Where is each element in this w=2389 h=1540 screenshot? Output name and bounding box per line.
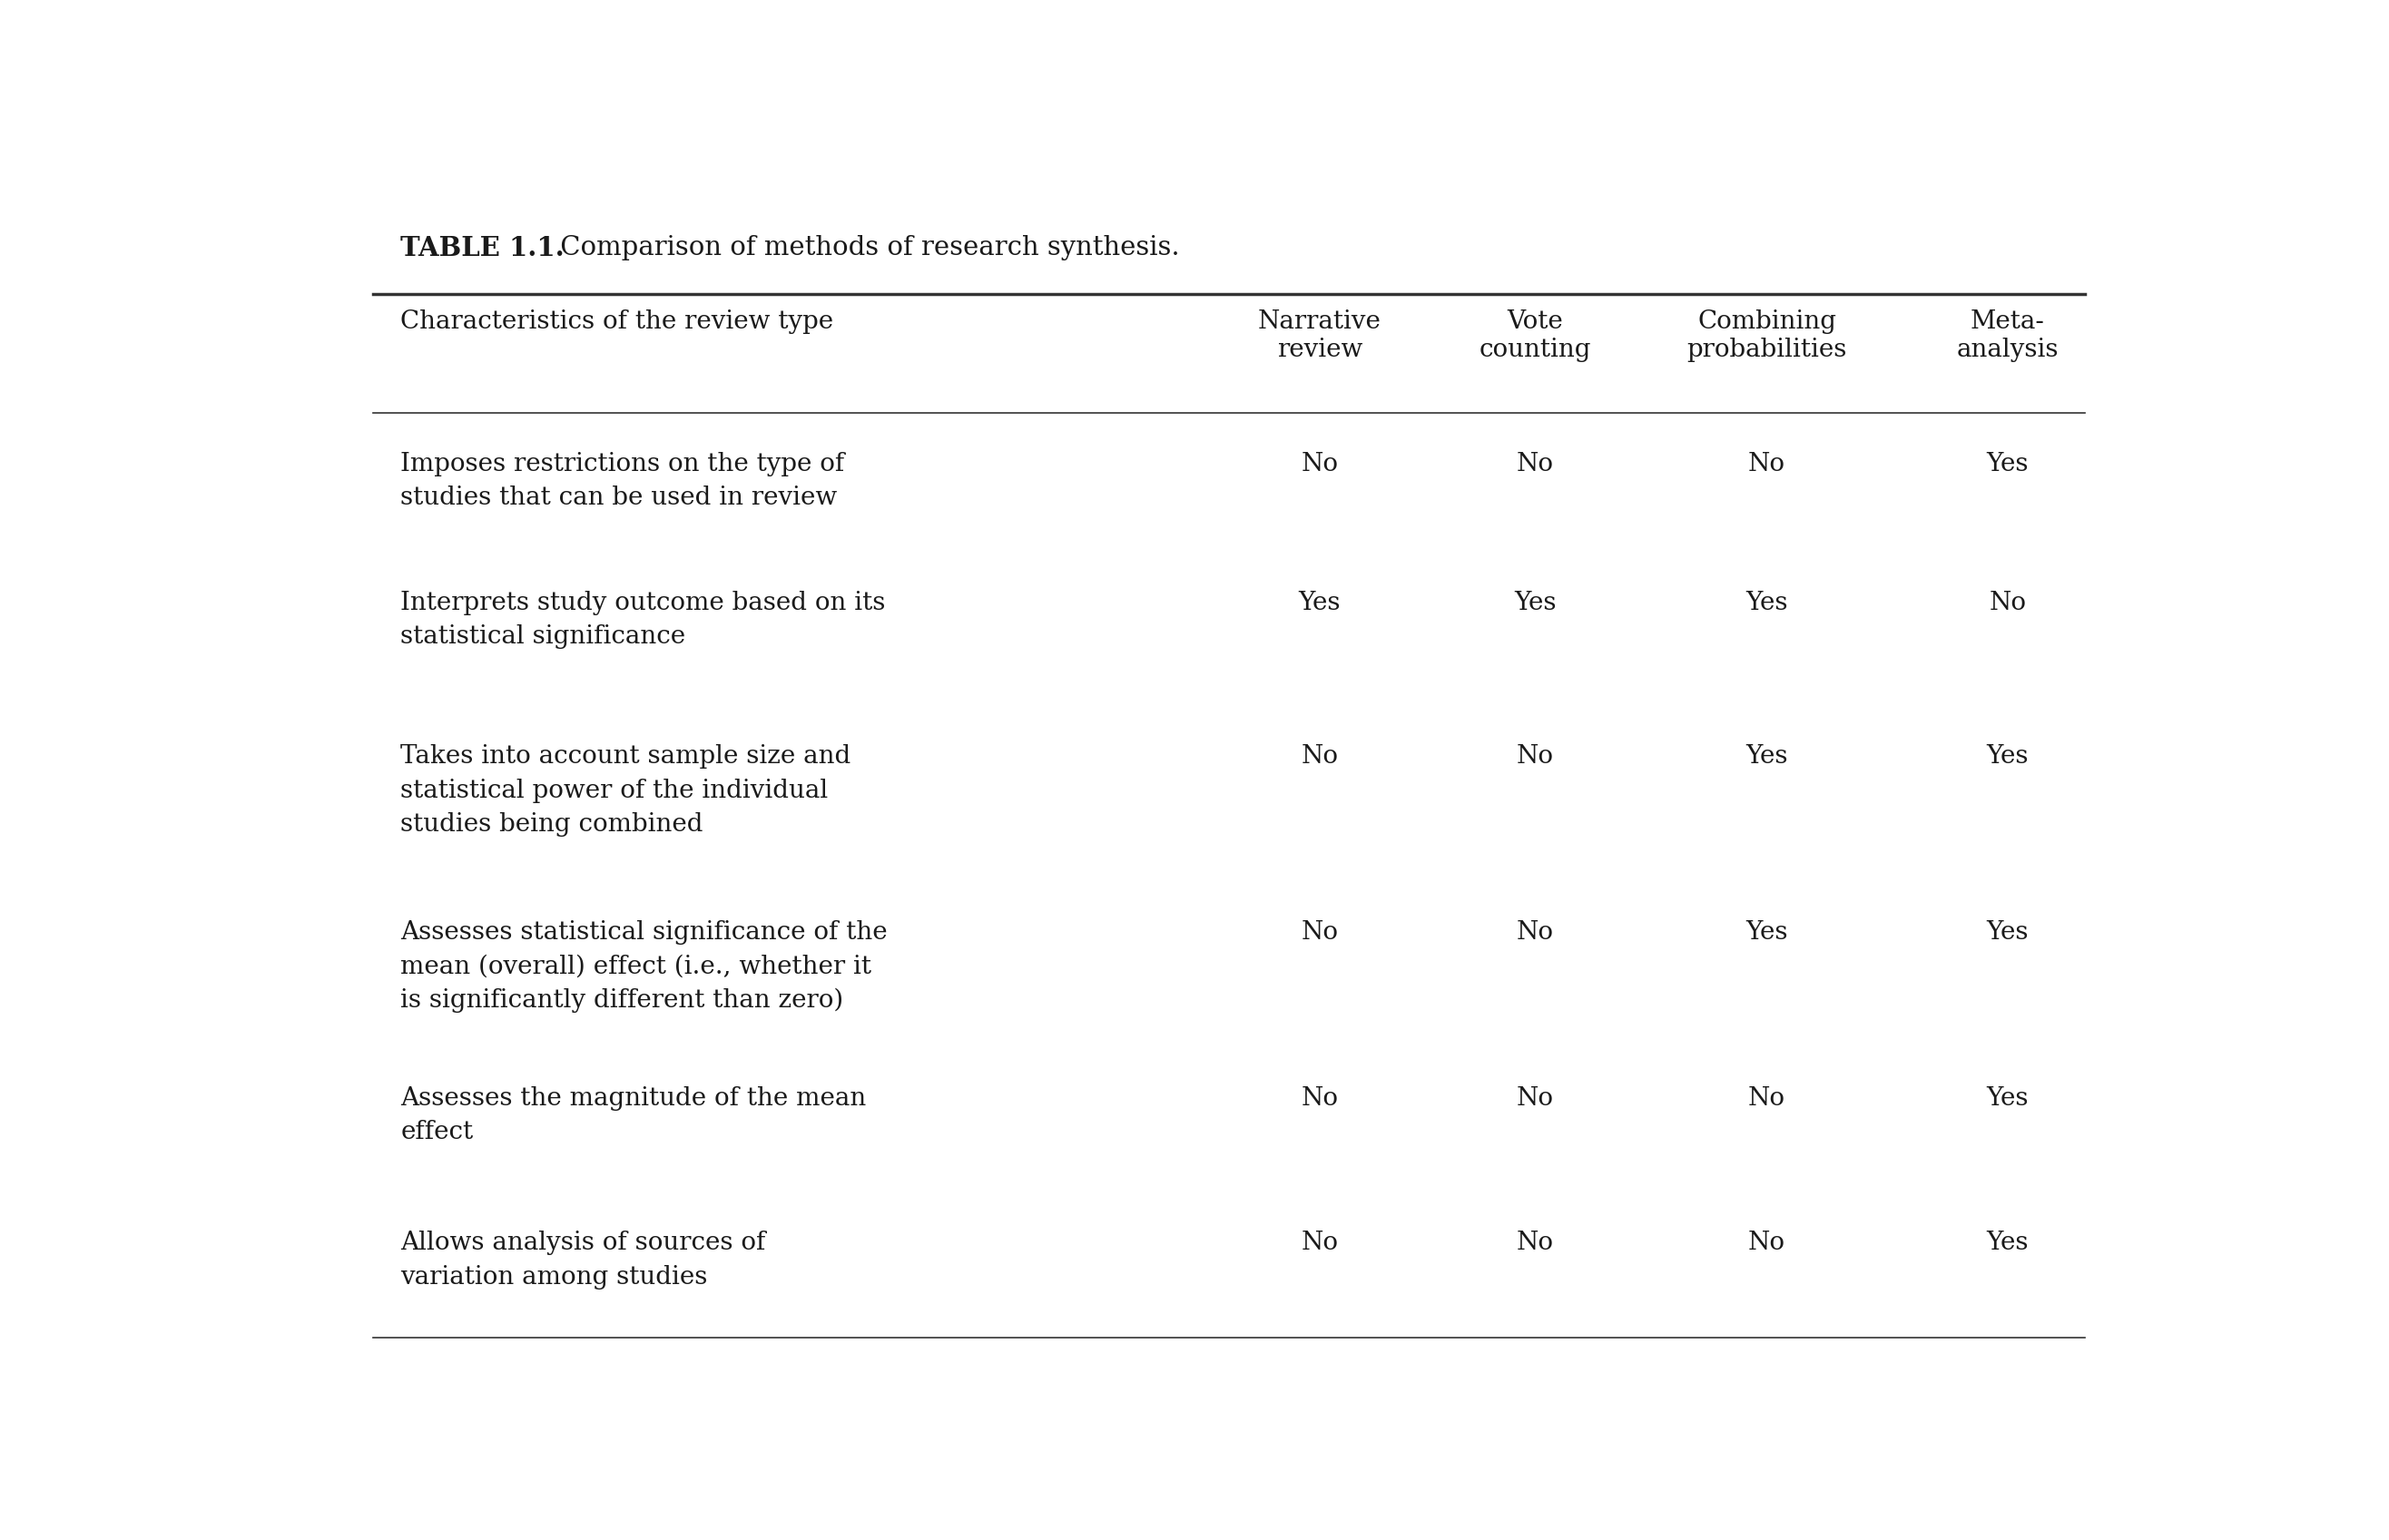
Text: Yes: Yes <box>1746 590 1787 614</box>
Text: Meta-
analysis: Meta- analysis <box>1957 310 2059 362</box>
Text: No: No <box>1302 1086 1338 1110</box>
Text: Allows analysis of sources of
variation among studies: Allows analysis of sources of variation … <box>401 1230 767 1289</box>
Text: Yes: Yes <box>1746 744 1787 768</box>
Text: Interprets study outcome based on its
statistical significance: Interprets study outcome based on its st… <box>401 590 886 648</box>
Text: Assesses statistical significance of the
mean (overall) effect (i.e., whether it: Assesses statistical significance of the… <box>401 919 889 1013</box>
Text: Yes: Yes <box>1515 590 1558 614</box>
Text: Takes into account sample size and
statistical power of the individual
studies b: Takes into account sample size and stati… <box>401 744 850 838</box>
Text: Comparison of methods of research synthesis.: Comparison of methods of research synthe… <box>552 234 1180 260</box>
Text: Narrative
review: Narrative review <box>1259 310 1381 362</box>
Text: Characteristics of the review type: Characteristics of the review type <box>401 310 834 334</box>
Text: No: No <box>1302 744 1338 768</box>
Text: Yes: Yes <box>1985 919 2028 944</box>
Text: No: No <box>1302 919 1338 944</box>
Text: No: No <box>1749 1230 1785 1255</box>
Text: Yes: Yes <box>1985 451 2028 476</box>
Text: Vote
counting: Vote counting <box>1479 310 1591 362</box>
Text: Yes: Yes <box>1985 744 2028 768</box>
Text: Imposes restrictions on the type of
studies that can be used in review: Imposes restrictions on the type of stud… <box>401 451 846 510</box>
Text: No: No <box>1749 451 1785 476</box>
Text: No: No <box>1302 1230 1338 1255</box>
Text: Yes: Yes <box>1985 1086 2028 1110</box>
Text: No: No <box>1302 451 1338 476</box>
Text: No: No <box>1517 451 1553 476</box>
Text: No: No <box>1517 1230 1553 1255</box>
Text: No: No <box>1749 1086 1785 1110</box>
Text: No: No <box>1517 1086 1553 1110</box>
Text: No: No <box>1517 744 1553 768</box>
Text: Combining
probabilities: Combining probabilities <box>1687 310 1847 362</box>
Text: No: No <box>1990 590 2026 614</box>
Text: Yes: Yes <box>1985 1230 2028 1255</box>
Text: Assesses the magnitude of the mean
effect: Assesses the magnitude of the mean effec… <box>401 1086 867 1144</box>
Text: Yes: Yes <box>1746 919 1787 944</box>
Text: Yes: Yes <box>1300 590 1340 614</box>
Text: No: No <box>1517 919 1553 944</box>
Text: TABLE 1.1.: TABLE 1.1. <box>401 234 564 260</box>
